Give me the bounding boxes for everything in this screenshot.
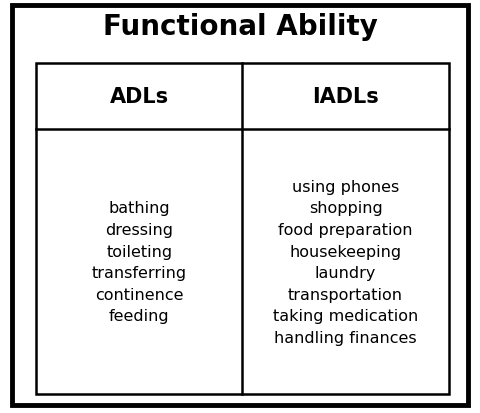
- Text: using phones
shopping
food preparation
housekeeping
laundry
transportation
takin: using phones shopping food preparation h…: [273, 179, 418, 345]
- Text: ADLs: ADLs: [109, 87, 169, 107]
- Text: Functional Ability: Functional Ability: [103, 13, 377, 41]
- Bar: [36, 64, 449, 394]
- Text: bathing
dressing
toileting
transferring
continence
feeding: bathing dressing toileting transferring …: [92, 201, 187, 324]
- Text: IADLs: IADLs: [312, 87, 379, 107]
